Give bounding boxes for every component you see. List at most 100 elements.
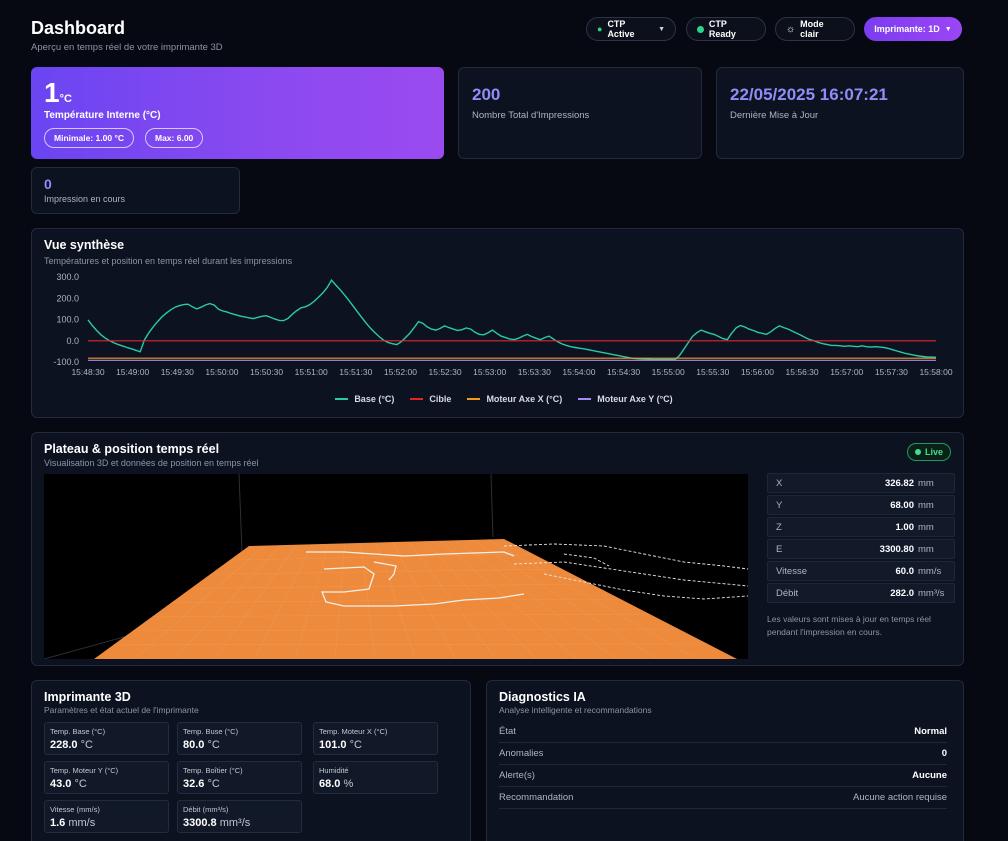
legend-item[interactable]: Cible: [410, 394, 451, 404]
x-tick-label: 15:53:30: [518, 367, 551, 377]
x-tick-label: 15:56:30: [786, 367, 819, 377]
overview-line-chart: 300.0 200.0 100.0 0.0 -100.0 15:48:30 15:49:0…: [53, 272, 952, 377]
position-row-vitesse: Vitesse 60.0 mm/s: [767, 561, 955, 581]
y-tick-label: 100.0: [56, 315, 79, 325]
chevron-down-icon: ▼: [658, 25, 665, 33]
param-value: 43.0 °C: [50, 778, 87, 790]
position-row-z: Z 1.00 mm: [767, 517, 955, 537]
toolpath-outside-line: [503, 543, 748, 600]
diagnostic-key: Alerte(s): [499, 770, 535, 781]
diagnostic-row: Recommandation Aucune action requise: [499, 787, 947, 809]
param-label: Humidité: [319, 766, 349, 775]
param-label: Vitesse (mm/s): [50, 805, 100, 814]
param-unit: °C: [207, 739, 220, 751]
x-tick-label: 15:57:30: [875, 367, 908, 377]
legend-swatch: [578, 398, 592, 400]
in-progress-value: 0: [44, 176, 52, 192]
legend-label: Moteur Axe Y (°C): [597, 394, 673, 404]
legend-swatch: [467, 398, 481, 400]
x-tick-label: 15:50:00: [205, 367, 238, 377]
position-value: 68.00: [890, 499, 914, 511]
position-unit: mm: [918, 521, 934, 533]
last-update-card: [716, 67, 964, 159]
x-tick-label: 15:57:00: [830, 367, 863, 377]
param-value: 1.6 mm/s: [50, 817, 96, 829]
diagnostic-row: Alerte(s) Aucune: [499, 765, 947, 787]
legend-item[interactable]: Base (°C): [335, 394, 394, 404]
position-row-e: E 3300.80 mm: [767, 539, 955, 559]
x-tick-label: 15:51:30: [339, 367, 372, 377]
ctp-ready-button[interactable]: CTP Ready: [686, 17, 766, 41]
printer-param-box: Temp. Buse (°C) 80.0 °C: [177, 722, 302, 755]
plateau-3d-view[interactable]: [44, 474, 748, 659]
internal-temperature-label: Température Interne (°C): [44, 110, 161, 121]
position-value: 1.00: [895, 521, 915, 533]
x-tick-label: 15:51:00: [295, 367, 328, 377]
position-update-note: Les valeurs sont mises à jour en temps r…: [767, 614, 931, 637]
param-label: Débit (mm³/s): [183, 805, 229, 814]
x-tick-label: 15:55:30: [696, 367, 729, 377]
y-tick-label: 200.0: [56, 293, 79, 303]
chart-legend: Base (°C) Cible Moteur Axe X (°C) Moteur Ax…: [0, 394, 1008, 404]
y-tick-label: -100.0: [53, 357, 79, 367]
position-row-y: Y 68.00 mm: [767, 495, 955, 515]
diagnostic-row: État Normal: [499, 721, 947, 743]
total-prints-label: Nombre Total d'Impressions: [472, 110, 590, 121]
x-tick-label: 15:54:30: [607, 367, 640, 377]
light-mode-button[interactable]: ☼ Mode clair: [775, 17, 855, 41]
diagnostics-subtitle: Analyse intelligente et recommandations: [499, 705, 652, 715]
live-badge: Live: [907, 443, 951, 461]
position-value: 3300.80: [879, 543, 914, 555]
position-key: Y: [776, 499, 783, 511]
param-label: Temp. Moteur X (°C): [319, 727, 388, 736]
position-unit: mm: [918, 543, 934, 555]
x-tick-label: 15:58:00: [919, 367, 952, 377]
internal-temperature-card: 1°C Température Interne (°C): [31, 67, 444, 159]
printer-select-button[interactable]: Imprimante: 1D ▼: [864, 17, 962, 41]
sun-icon: ☼: [786, 23, 796, 35]
user-icon: ●: [597, 24, 603, 34]
print-bed: [94, 539, 737, 659]
legend-label: Moteur Axe X (°C): [486, 394, 563, 404]
min-temp-chip: Minimale: 1.00 °C: [44, 128, 135, 148]
param-unit: °C: [80, 739, 93, 751]
printer-param-box: Temp. Moteur Y (°C) 43.0 °C: [44, 761, 169, 794]
position-unit: mm/s: [918, 565, 942, 577]
param-unit: °C: [74, 778, 87, 790]
diagnostics-title: Diagnostics IA: [499, 690, 586, 704]
position-unit: mm: [918, 477, 934, 489]
max-temp-chip: Max: 6.00: [145, 128, 204, 148]
legend-item[interactable]: Moteur Axe X (°C): [467, 394, 562, 404]
printer-param-box: Vitesse (mm/s) 1.6 mm/s: [44, 800, 169, 833]
diagnostic-row: Anomalies 0: [499, 743, 947, 765]
printer-param-box: Humidité 68.0 %: [313, 761, 438, 794]
position-unit: mm³/s: [918, 587, 945, 599]
x-tick-label: 15:55:00: [652, 367, 685, 377]
param-value: 228.0 °C: [50, 739, 93, 751]
printer-param-box: Temp. Base (°C) 228.0 °C: [44, 722, 169, 755]
param-label: Temp. Boîtier (°C): [183, 766, 243, 775]
overview-card: [31, 228, 964, 418]
param-value: 80.0 °C: [183, 739, 220, 751]
x-tick-label: 15:53:00: [473, 367, 506, 377]
x-tick-label: 15:52:30: [429, 367, 462, 377]
x-tick-label: 15:48:30: [71, 367, 104, 377]
param-value: 68.0 %: [319, 778, 354, 790]
x-tick-label: 15:49:30: [161, 367, 194, 377]
last-update-value: 22/05/2025 16:07:21: [730, 85, 888, 104]
diagnostic-value: 0: [941, 748, 947, 759]
position-key: Débit: [776, 587, 799, 599]
series-line-0: [87, 279, 937, 361]
param-label: Temp. Buse (°C): [183, 727, 239, 736]
position-key: Z: [776, 521, 782, 533]
printer-param-box: Temp. Moteur X (°C) 101.0 °C: [313, 722, 438, 755]
legend-item[interactable]: Moteur Axe Y (°C): [578, 394, 673, 404]
param-label: Temp. Base (°C): [50, 727, 106, 736]
ctp-active-button[interactable]: ● CTP Active ▼: [586, 17, 676, 41]
diagnostic-value: Normal: [914, 726, 947, 737]
x-tick-label: 15:50:30: [250, 367, 283, 377]
position-row-x: X 326.82 mm: [767, 473, 955, 493]
overview-title: Vue synthèse: [44, 238, 125, 252]
x-tick-label: 15:49:00: [116, 367, 149, 377]
toolpath-line: [306, 551, 525, 607]
